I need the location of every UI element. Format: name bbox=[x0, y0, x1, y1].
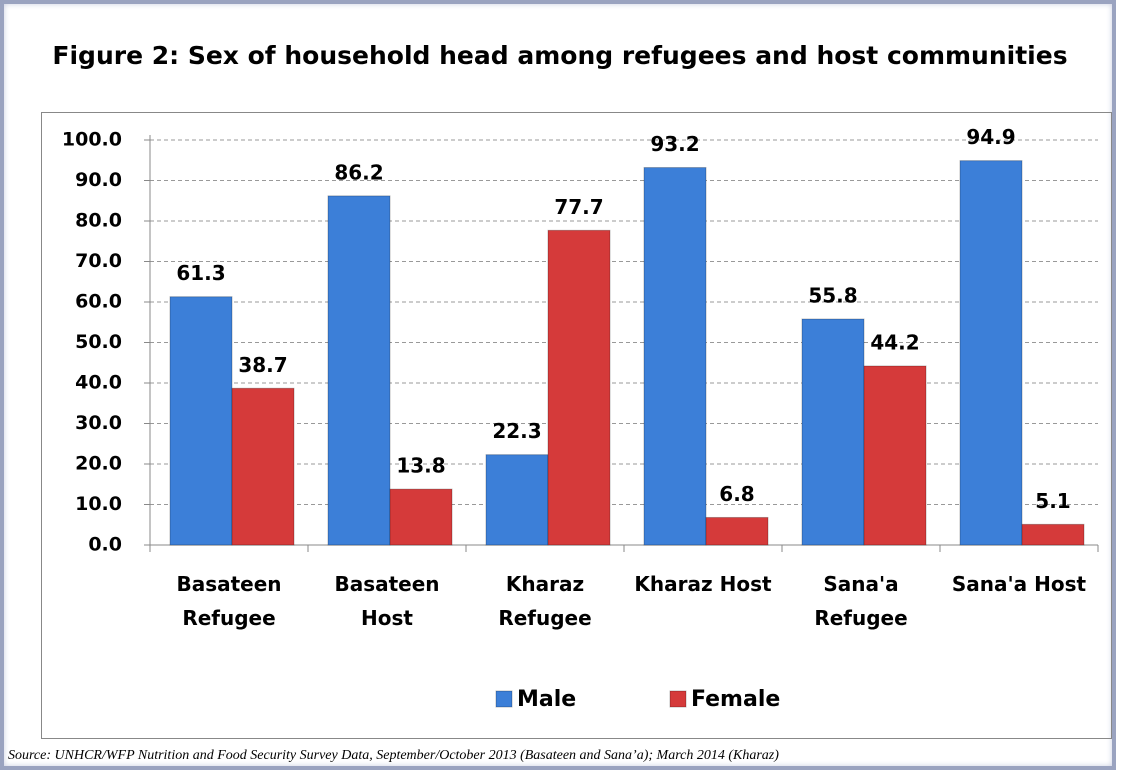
y-tick-label: 0.0 bbox=[88, 534, 122, 556]
x-tick-label: Kharaz Refugee bbox=[498, 572, 592, 630]
value-label: 93.2 bbox=[650, 132, 699, 156]
y-tick-label: 50.0 bbox=[75, 331, 122, 353]
bar bbox=[169, 296, 233, 546]
bar bbox=[547, 229, 611, 546]
plot-area bbox=[41, 112, 1112, 739]
x-tick-label: Sana'a Refugee bbox=[814, 572, 908, 630]
y-tick-label: 90.0 bbox=[75, 169, 122, 191]
y-tick-label: 30.0 bbox=[75, 412, 122, 434]
y-tick-label: 40.0 bbox=[75, 372, 122, 394]
y-tick-label: 20.0 bbox=[75, 453, 122, 475]
value-label: 13.8 bbox=[396, 454, 445, 478]
bar bbox=[1021, 523, 1085, 546]
value-label: 6.8 bbox=[719, 482, 754, 506]
bar bbox=[231, 387, 295, 546]
bar bbox=[485, 454, 549, 546]
bar bbox=[327, 195, 391, 546]
legend-label: Male bbox=[517, 687, 576, 712]
y-tick-label: 60.0 bbox=[75, 291, 122, 313]
source-note: Source: UNHCR/WFP Nutrition and Food Sec… bbox=[8, 748, 779, 763]
bar bbox=[801, 318, 865, 546]
x-tick-label: Basateen Host bbox=[334, 572, 440, 630]
bar bbox=[643, 167, 707, 546]
value-label: 77.7 bbox=[554, 195, 603, 219]
x-tick-label: Sana'a Host bbox=[951, 572, 1087, 596]
legend-swatch bbox=[669, 690, 687, 708]
bar bbox=[863, 365, 927, 546]
x-tick-label: Kharaz Host bbox=[634, 572, 772, 596]
y-tick-label: 80.0 bbox=[75, 210, 122, 232]
value-label: 5.1 bbox=[1035, 489, 1070, 513]
x-tick-label: Basateen Refugee bbox=[176, 572, 282, 630]
legend-label: Female bbox=[691, 687, 780, 712]
value-label: 94.9 bbox=[966, 125, 1015, 149]
y-tick-label: 70.0 bbox=[75, 250, 122, 272]
chart-title: Figure 2: Sex of household head among re… bbox=[52, 41, 1067, 70]
value-label: 22.3 bbox=[492, 419, 541, 443]
bar bbox=[959, 160, 1023, 546]
bar bbox=[705, 516, 769, 546]
legend-swatch bbox=[495, 690, 513, 708]
y-tick-label: 100.0 bbox=[62, 129, 122, 151]
value-label: 38.7 bbox=[238, 353, 287, 377]
value-label: 61.3 bbox=[176, 261, 225, 285]
value-label: 44.2 bbox=[870, 330, 919, 354]
value-label: 86.2 bbox=[334, 160, 383, 184]
y-tick-label: 10.0 bbox=[75, 493, 122, 515]
value-label: 55.8 bbox=[808, 284, 857, 308]
bar bbox=[389, 488, 453, 546]
